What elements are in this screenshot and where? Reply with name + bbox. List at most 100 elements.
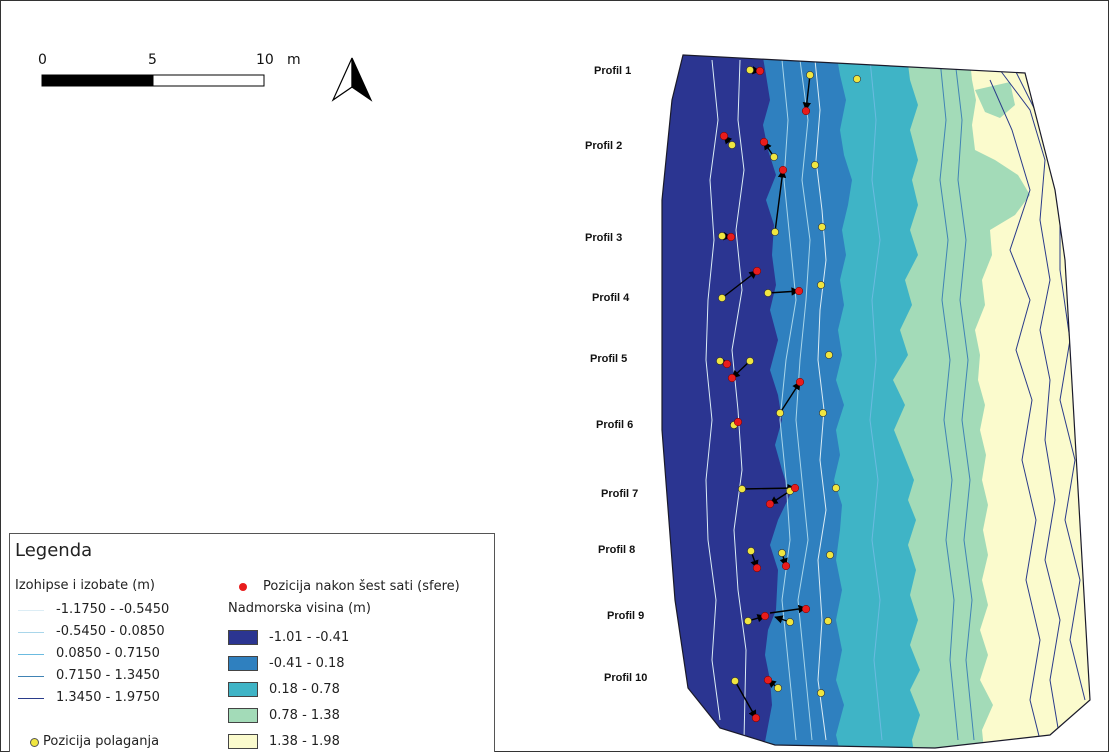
after-point — [795, 377, 805, 387]
elevation-swatch — [228, 708, 258, 723]
legend: Legenda Izohipse i izobate (m) -1.1750 -… — [9, 533, 495, 752]
legend-contour-item-4: 0.7150 - 1.3450 — [15, 667, 215, 685]
deploy-point — [817, 689, 825, 697]
drift-arrow — [741, 483, 796, 493]
deploy-point-swatch — [30, 738, 39, 747]
contour-swatch — [18, 610, 44, 611]
contour-swatch — [18, 676, 44, 677]
elevation-raster — [662, 55, 1090, 748]
profile-label-10: Profil 10 — [604, 672, 647, 684]
deploy-point — [824, 617, 832, 625]
after-point — [755, 66, 765, 76]
deploy-point — [811, 161, 819, 169]
legend-elevation-item-2: -0.41 - 0.18 — [228, 655, 428, 673]
drift-arrow — [774, 169, 787, 233]
profile-label-6: Profil 6 — [596, 419, 633, 431]
deploy-point — [728, 141, 736, 149]
scale-tick-10: 10 — [256, 52, 274, 68]
legend-elevation-item-1: -1.01 - -0.41 — [228, 629, 428, 647]
after-point — [763, 675, 773, 685]
deploy-point — [718, 232, 726, 240]
legend-title: Legenda — [15, 540, 93, 561]
after-six-hours-points — [719, 66, 811, 723]
drift-arrow — [734, 680, 757, 719]
elevation-label: -0.41 - 0.18 — [269, 656, 345, 671]
deploy-point — [746, 357, 754, 365]
deploy-point — [738, 485, 746, 493]
after-point — [765, 499, 775, 509]
drift-arrow — [779, 381, 801, 414]
deploy-point — [817, 281, 825, 289]
contour-swatch — [18, 632, 44, 633]
deploy-label: Pozicija polaganja — [43, 734, 160, 749]
deploy-point — [774, 684, 782, 692]
deploy-point — [853, 75, 861, 83]
elevation-label: 1.38 - 1.98 — [269, 734, 340, 749]
after-point — [752, 563, 762, 573]
profile-label-5: Profil 5 — [590, 353, 627, 365]
after-point — [733, 417, 743, 427]
profile-label-7: Profil 7 — [601, 488, 638, 500]
deploy-point — [771, 228, 779, 236]
deploy-point — [746, 66, 754, 74]
after-point — [790, 483, 800, 493]
profile-label-3: Profil 3 — [585, 232, 622, 244]
survey-area-border — [661, 54, 1091, 749]
deploy-point — [778, 549, 786, 557]
elevation-swatch — [228, 734, 258, 749]
after-label: Pozicija nakon šest sati (sfere) — [263, 579, 460, 594]
elevation-label: 0.18 - 0.78 — [269, 682, 340, 697]
after-point — [759, 137, 769, 147]
drift-arrow — [767, 287, 800, 296]
legend-elevation-item-3: 0.18 - 0.78 — [228, 681, 428, 699]
after-point — [760, 611, 770, 621]
legend-contour-item-5: 1.3450 - 1.9750 — [15, 689, 215, 707]
contour-swatch — [18, 698, 44, 699]
deploy-point — [716, 357, 724, 365]
drift-arrow — [802, 74, 812, 111]
drift-arrow — [769, 604, 807, 614]
after-point — [752, 266, 762, 276]
elevation-swatch — [228, 630, 258, 645]
elevation-label: -1.01 - -0.41 — [269, 630, 350, 645]
legend-elevation-item-5: 1.38 - 1.98 — [228, 733, 428, 751]
elevation-label: 0.78 - 1.38 — [269, 708, 340, 723]
after-point — [722, 359, 732, 369]
elevation-band-5 — [968, 55, 1090, 748]
scale-tick-5: 5 — [148, 52, 157, 68]
legend-contour-item-3: 0.0850 - 0.7150 — [15, 645, 215, 663]
scale-bar: 0 5 10 m — [38, 52, 301, 87]
contour-label: -0.5450 - 0.0850 — [56, 624, 165, 639]
legend-contour-item-2: -0.5450 - 0.0850 — [15, 623, 215, 641]
elevation-swatch — [228, 656, 258, 671]
deploy-point — [818, 223, 826, 231]
deploy-point — [744, 617, 752, 625]
profile-label-8: Profil 8 — [598, 544, 635, 556]
north-arrow-icon — [331, 57, 373, 102]
contour-swatch — [18, 654, 44, 655]
contour-label: -1.1750 - -0.5450 — [56, 602, 170, 617]
legend-after-item: Pozicija nakon šest sati (sfere) — [232, 578, 494, 596]
deploy-point — [776, 409, 784, 417]
deploy-point — [764, 289, 772, 297]
scale-unit: m — [287, 52, 301, 68]
after-point-swatch — [239, 583, 247, 591]
deploy-point — [819, 409, 827, 417]
legend-contour-item-1: -1.1750 - -0.5450 — [15, 601, 215, 619]
profile-label-4: Profil 4 — [592, 292, 630, 304]
deploy-point — [832, 484, 840, 492]
deploy-point — [747, 547, 755, 555]
after-point — [778, 165, 788, 175]
after-point — [727, 373, 737, 383]
legend-deploy-item: Pozicija polaganja — [15, 733, 225, 751]
profile-label-1: Profil 1 — [594, 65, 631, 77]
deploy-point — [786, 618, 794, 626]
elevation-band-4-pocket — [975, 82, 1015, 118]
after-point — [801, 106, 811, 116]
after-point — [801, 604, 811, 614]
scale-bar-black-segment — [41, 74, 154, 87]
deploy-point — [826, 551, 834, 559]
drift-arrow — [731, 360, 751, 379]
scale-bar-white-segment — [152, 74, 265, 87]
